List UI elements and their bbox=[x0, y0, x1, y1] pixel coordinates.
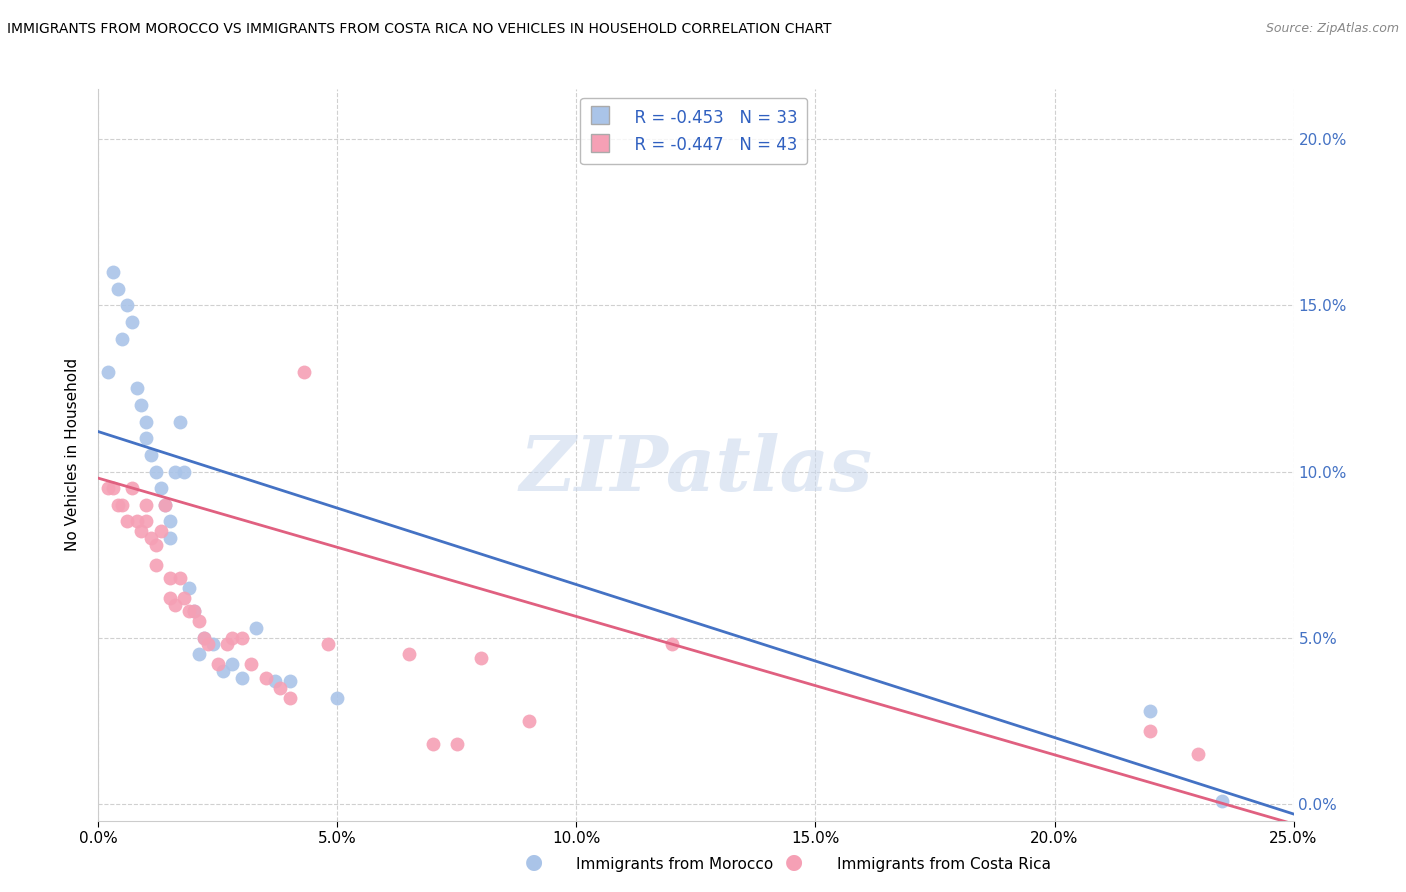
Point bbox=[264, 673, 287, 688]
Point bbox=[155, 498, 177, 512]
Point bbox=[278, 690, 301, 705]
Point bbox=[121, 315, 143, 329]
Point bbox=[149, 481, 172, 495]
Point bbox=[221, 657, 243, 672]
Point bbox=[97, 481, 120, 495]
Point bbox=[202, 637, 225, 651]
Y-axis label: No Vehicles in Household: No Vehicles in Household bbox=[65, 359, 80, 551]
Point bbox=[159, 531, 181, 545]
Text: Immigrants from Morocco: Immigrants from Morocco bbox=[576, 857, 773, 872]
Point bbox=[111, 332, 134, 346]
Point bbox=[661, 637, 683, 651]
Point bbox=[163, 598, 186, 612]
Point bbox=[149, 524, 172, 539]
Point bbox=[107, 282, 129, 296]
Point bbox=[135, 498, 157, 512]
Point bbox=[139, 448, 162, 462]
Point bbox=[211, 664, 233, 678]
Point bbox=[179, 581, 201, 595]
Point bbox=[135, 431, 157, 445]
Point bbox=[125, 515, 148, 529]
Point bbox=[245, 621, 267, 635]
Point bbox=[125, 381, 148, 395]
Point bbox=[169, 571, 191, 585]
Point bbox=[131, 524, 153, 539]
Point bbox=[326, 690, 349, 705]
Point bbox=[107, 498, 129, 512]
Point bbox=[316, 637, 339, 651]
Text: ●: ● bbox=[786, 853, 803, 872]
Text: Immigrants from Costa Rica: Immigrants from Costa Rica bbox=[837, 857, 1050, 872]
Point bbox=[159, 591, 181, 605]
Point bbox=[470, 650, 492, 665]
Legend:   R = -0.453   N = 33,   R = -0.447   N = 43: R = -0.453 N = 33, R = -0.447 N = 43 bbox=[581, 97, 807, 164]
Point bbox=[145, 558, 167, 572]
Point bbox=[163, 465, 186, 479]
Point bbox=[169, 415, 191, 429]
Point bbox=[97, 365, 120, 379]
Text: ZIPatlas: ZIPatlas bbox=[519, 433, 873, 507]
Point bbox=[446, 737, 468, 751]
Point bbox=[101, 265, 124, 279]
Point bbox=[1139, 723, 1161, 738]
Point bbox=[254, 671, 277, 685]
Point bbox=[292, 365, 315, 379]
Text: IMMIGRANTS FROM MOROCCO VS IMMIGRANTS FROM COSTA RICA NO VEHICLES IN HOUSEHOLD C: IMMIGRANTS FROM MOROCCO VS IMMIGRANTS FR… bbox=[7, 22, 831, 37]
Point bbox=[269, 681, 291, 695]
Point bbox=[217, 637, 239, 651]
Point bbox=[183, 604, 205, 618]
Point bbox=[240, 657, 263, 672]
Point bbox=[398, 648, 420, 662]
Point bbox=[145, 538, 167, 552]
Point bbox=[221, 631, 243, 645]
Text: ●: ● bbox=[526, 853, 543, 872]
Point bbox=[193, 631, 215, 645]
Point bbox=[231, 631, 253, 645]
Point bbox=[187, 648, 209, 662]
Point bbox=[187, 614, 209, 628]
Point bbox=[145, 465, 167, 479]
Point bbox=[101, 481, 124, 495]
Point bbox=[159, 515, 181, 529]
Point bbox=[422, 737, 444, 751]
Point bbox=[278, 673, 301, 688]
Point bbox=[139, 531, 162, 545]
Point bbox=[135, 415, 157, 429]
Point bbox=[159, 571, 181, 585]
Point bbox=[207, 657, 229, 672]
Point bbox=[193, 631, 215, 645]
Point bbox=[131, 398, 153, 412]
Point bbox=[121, 481, 143, 495]
Point bbox=[517, 714, 540, 728]
Point bbox=[115, 515, 138, 529]
Point bbox=[111, 498, 134, 512]
Point bbox=[197, 637, 219, 651]
Point bbox=[179, 604, 201, 618]
Point bbox=[173, 465, 195, 479]
Point bbox=[173, 591, 195, 605]
Point bbox=[1187, 747, 1209, 761]
Text: Source: ZipAtlas.com: Source: ZipAtlas.com bbox=[1265, 22, 1399, 36]
Point bbox=[183, 604, 205, 618]
Point bbox=[135, 515, 157, 529]
Point bbox=[231, 671, 253, 685]
Point bbox=[115, 298, 138, 312]
Point bbox=[1211, 794, 1233, 808]
Point bbox=[1139, 704, 1161, 718]
Point bbox=[155, 498, 177, 512]
